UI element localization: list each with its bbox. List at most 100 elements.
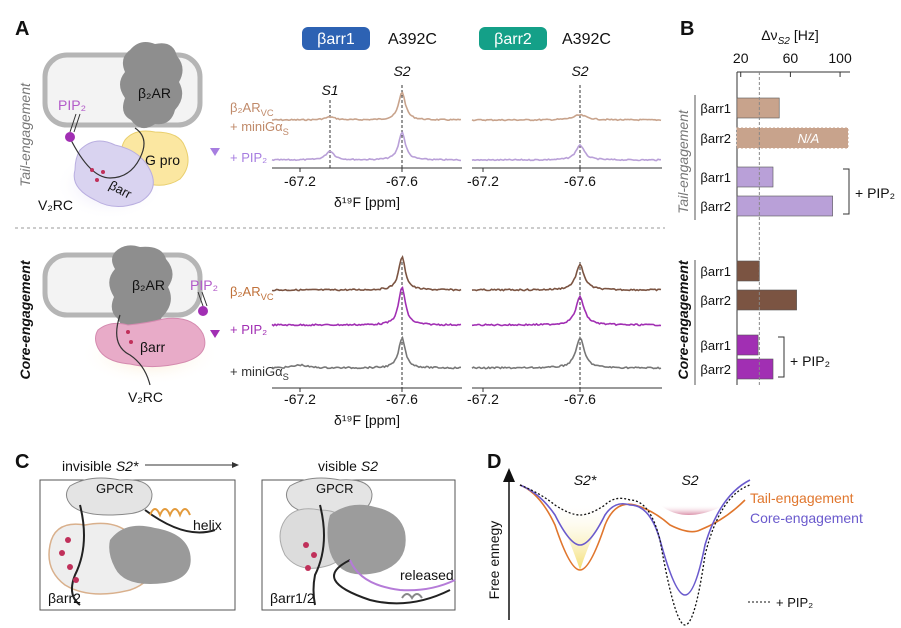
lipid-label: PIP₂ [58,97,86,113]
y-tick-label: βarr1 [700,338,731,353]
bar [736,358,774,380]
illustration-shape [149,508,191,518]
illustration-shape [303,542,309,548]
illustration-shape [95,317,206,368]
illustration-shape [401,593,423,600]
illustration-shape [519,484,751,626]
illustration-shape [73,577,79,583]
illustration-shape [232,462,239,468]
bar-na [736,127,849,149]
illustration-shape [660,505,725,515]
x-tick-label: -67.2 [467,391,499,407]
spectrum [471,294,662,327]
illustration-shape [349,559,456,592]
x-axis-label: δ¹⁹F [ppm] [334,194,400,210]
bar [736,97,780,119]
text-part: S2 [778,36,791,47]
text-part: S2* [574,472,597,488]
illustration-shape [198,306,208,316]
state-label: invisible S2* [62,458,139,474]
text-part: β₂AR [230,100,261,115]
illustration-shape [59,550,65,556]
y-tick-label: βarr1 [700,264,731,279]
panel-label: B [680,18,694,40]
illustration-shape [519,479,751,596]
gprotein-label: G pro [145,152,180,168]
illustration-shape [120,42,183,129]
panel-label: D [487,451,501,473]
arrestin-label: βarr2 [48,590,81,606]
illustration-shape [70,504,216,606]
peak-label: S2 [393,63,410,79]
state-label: S2 [681,472,698,488]
arrestin-label: βarr [140,339,166,355]
illustration-shape [312,504,451,606]
text-part: S2 [681,472,698,488]
construct-mutant: A392C [388,31,437,48]
state-label: visible S2 [318,458,378,474]
condition-label: β₂ARVC [230,100,274,118]
illustration-shape [65,537,71,543]
illustration-shape [197,291,208,307]
spectrum [471,336,662,370]
illustration-shape [305,565,311,571]
legend-entry: + PIP₂ [776,595,813,610]
legend-entry: Core-engagement [750,510,863,526]
text-part: [Hz] [794,27,819,43]
x-tick-label: -67.6 [386,173,418,189]
group-label: Tail-engagement [675,109,691,214]
construct-name: βarr1 [317,31,355,48]
group-label: Core-engagement [675,259,691,379]
panel-c-cartoon [39,462,456,611]
text-part: visible [318,458,357,474]
construct-name: βarr2 [494,31,532,48]
pip-bracket [778,336,785,378]
y-tick-label: βarr2 [700,199,731,214]
construct-badge [479,27,547,50]
receptor-label: β₂AR [132,277,165,293]
released-label: released [400,567,454,583]
text-part: S1 [321,82,338,98]
illustration-shape [73,140,154,207]
spectrum [271,254,462,292]
text-part: VC [261,108,274,118]
text-part: S2 [361,458,378,474]
lipid-label: PIP₂ [190,277,218,293]
x-tick-label: -67.2 [284,391,316,407]
illustration-shape [109,525,191,584]
spectrum [271,335,462,370]
illustration-shape [327,504,406,575]
panel-label: C [15,451,29,473]
illustration-shape [101,170,105,174]
text-part: S2 [393,63,410,79]
condition-label: + PIP₂ [230,322,267,337]
text-part: invisible [62,458,112,474]
arrestin-label: βarr1/2 [270,590,315,606]
illustration-shape [210,330,220,338]
energy-landscape [503,468,770,626]
spectrum [271,130,462,162]
text-part: + PIP₂ [230,150,267,165]
y-tick-label: βarr2 [700,293,731,308]
illustration-shape [126,330,130,334]
condition-label: + PIP₂ [230,150,267,165]
peak-label: S1 [321,82,338,98]
peak-label: S2 [571,63,588,79]
x-tick-label: -67.6 [386,391,418,407]
state-label: S2* [574,472,597,488]
illustration-shape [545,502,620,570]
illustration-shape [210,148,220,156]
text-part: VC [261,292,274,302]
y-axis-label: Free ennegy [486,521,502,600]
bracket-label: + PIP₂ [790,353,830,369]
pip-bracket [843,168,850,215]
core-diagram [42,245,220,386]
construct-badge [302,27,370,50]
illustration-shape [65,132,75,142]
receptor-label: GPCR [96,481,134,496]
y-tick-label: βarr1 [700,101,731,116]
illustration-shape [69,127,145,179]
x-tick-label: 20 [733,50,749,66]
